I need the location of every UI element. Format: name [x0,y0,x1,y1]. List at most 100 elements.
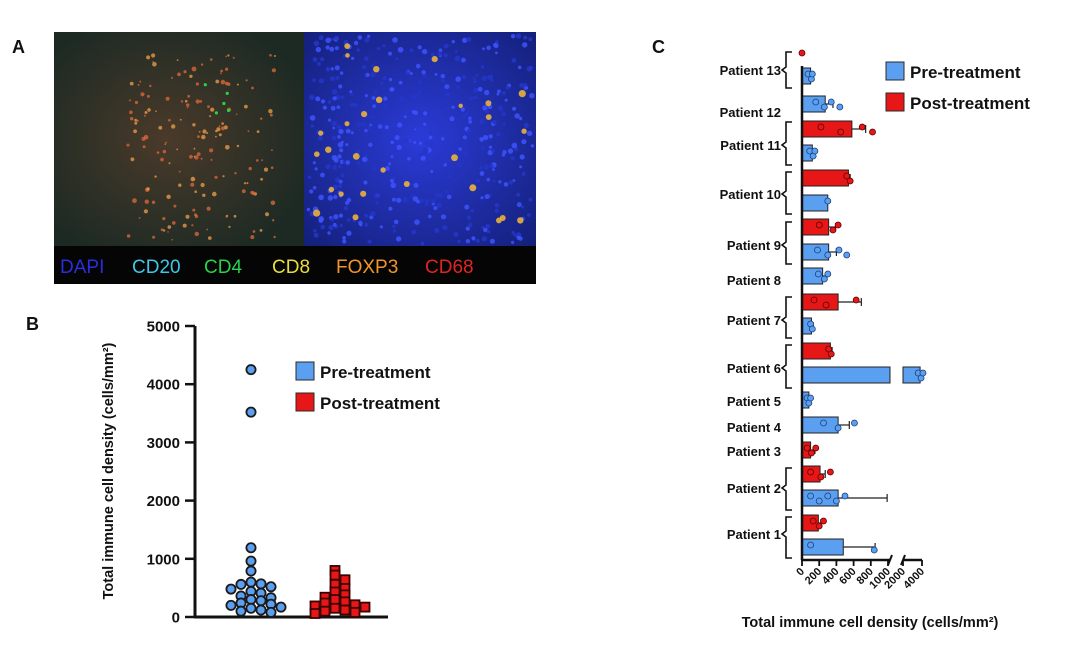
stained-cell [248,166,252,171]
stained-cell [143,209,148,214]
stained-cell [155,110,157,112]
nucleus [338,84,343,89]
nucleus [434,73,438,76]
patient-9-post-point [829,226,837,234]
nucleus [404,138,410,144]
nucleus [349,90,353,93]
nucleus [328,225,334,231]
nucleus [409,172,415,177]
nucleus [334,46,339,51]
nucleus [480,65,485,69]
nucleus [370,211,376,217]
panel-label-c: C [652,37,665,57]
stained-cell [269,113,273,117]
y-tick-label: 1000 [147,551,180,568]
patient-6-pre-point [919,369,927,377]
stained-cell [146,187,150,191]
nucleus [433,206,438,211]
stained-cell [144,111,148,114]
nucleus [336,124,342,130]
stained-cell [244,104,248,109]
stained-cell [140,92,145,97]
nucleus [437,51,443,57]
nucleus [366,126,372,131]
nucleus [330,76,335,82]
nucleus [318,78,324,84]
stained-cell [129,99,131,102]
y-tick-label: 5000 [147,319,180,336]
nucleus [313,232,319,238]
nucleus [502,91,506,95]
pre-treatment-point [235,605,247,617]
nucleus [465,112,469,116]
patient-9-post-point [815,221,823,229]
nucleus [468,116,472,121]
stained-cell [245,79,248,82]
nucleus [337,135,341,139]
stained-cell [200,157,203,160]
stained-cell [209,58,213,61]
nucleus [353,40,359,46]
nucleus [523,83,528,88]
patient-8-pre-point [814,270,822,278]
patient-11-pre-point [811,147,819,155]
stained-cell [214,175,218,179]
stained-cell [162,229,166,232]
patient-1-post-point [820,517,827,525]
nucleus [345,160,351,165]
nucleus [519,154,525,160]
nucleus [429,131,433,135]
pre-treatment-point [225,583,237,595]
nucleus [502,149,507,155]
stained-cell [352,153,360,160]
nucleus [342,236,346,240]
nucleus [339,148,344,153]
patient-1-pre-point [870,546,878,554]
stained-cell [184,99,188,103]
pre-treatment-point [235,578,247,590]
nucleus [333,157,339,163]
nucleus [309,189,314,194]
nucleus [511,106,517,111]
stained-cell [147,108,151,112]
nucleus [343,206,349,211]
nucleus [421,70,426,75]
stained-cell [313,209,321,217]
stained-cell [134,100,139,105]
nucleus [510,34,516,39]
stained-cell [185,214,190,219]
nucleus [339,71,344,75]
nucleus [428,135,433,140]
stained-cell [218,125,221,127]
nucleus [512,179,516,182]
stained-cell [165,96,170,101]
pre-treatment-point [245,555,257,567]
nucleus [462,135,467,140]
stained-cell [451,154,458,162]
nucleus [441,137,445,141]
micrograph-panel: DAPI CD20 CD4 CD8 FOXP3 CD68 [54,32,536,284]
nucleus [398,80,403,85]
nucleus [369,215,374,220]
pre-treatment-point [245,576,257,588]
patient-label: Patient 3 [727,444,781,459]
patient-1-pre-point [807,541,814,549]
stained-cell [225,215,228,218]
patient-9-pre-point [835,246,843,254]
stained-cell [260,117,263,120]
nucleus [487,75,492,80]
nucleus [496,92,500,96]
nucleus [477,86,483,92]
stained-cell [132,198,137,204]
nucleus [312,186,317,190]
patient-label: Patient 10 [720,187,781,202]
nucleus [481,75,488,82]
stained-cell [255,159,259,162]
patient-9-pre-point [824,251,832,259]
patient-bracket [780,121,792,166]
stained-cell [431,56,438,63]
nucleus [334,65,340,71]
stained-cell [225,67,229,71]
